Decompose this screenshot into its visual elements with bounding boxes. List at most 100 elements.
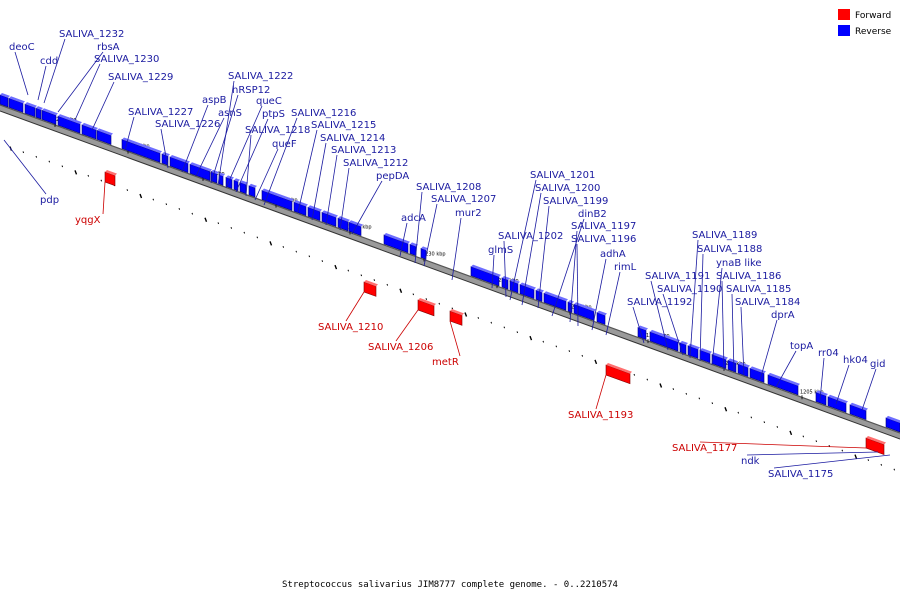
gene-block-reverse-top <box>249 183 257 188</box>
leader-line <box>699 253 704 362</box>
gene-block-reverse <box>501 277 509 290</box>
gene-block-reverse-top <box>471 264 501 277</box>
gene-block-reverse-top <box>262 188 294 202</box>
scale-dot <box>282 245 285 248</box>
leader-line <box>576 243 579 327</box>
scale-dot <box>529 335 533 341</box>
scale-dot <box>74 170 78 175</box>
scale-dot <box>867 459 870 462</box>
gene-label-pdp: pdp <box>40 195 59 206</box>
gene-label-saliva-1188: SALIVA_1188 <box>697 244 762 255</box>
leader-line <box>43 38 66 104</box>
scale-dot <box>633 373 636 376</box>
scale-dot <box>178 208 181 210</box>
scale-dot <box>737 411 740 414</box>
gene-label-saliva-1196: SALIVA_1196 <box>571 234 636 245</box>
leader-line <box>721 280 725 371</box>
leader-line <box>14 51 29 96</box>
gene-block-reverse-top <box>234 178 240 182</box>
gene-block-reverse-top <box>502 275 510 281</box>
gene-block-reverse-top <box>294 200 308 207</box>
gene-block-reverse-top <box>42 108 58 116</box>
gene-block-reverse-top <box>240 180 248 185</box>
gene-label-saliva-1207: SALIVA_1207 <box>431 194 496 205</box>
gene-block-reverse-top <box>322 210 338 218</box>
scale-dot <box>139 193 143 199</box>
gene-block-forward <box>417 299 435 317</box>
legend-forward-label: Forward <box>855 11 891 21</box>
gene-block-reverse-top <box>728 358 738 364</box>
leader-line <box>225 105 263 189</box>
legend-forward-swatch <box>838 9 850 20</box>
gene-label-saliva-1215: SALIVA_1215 <box>311 120 376 131</box>
leader-line <box>102 181 106 215</box>
scale-dot <box>373 279 376 281</box>
gene-block-reverse-top <box>700 348 712 354</box>
leader-line <box>711 267 723 366</box>
tick-label: 1205 kbp <box>800 389 824 395</box>
gene-block-reverse-top <box>816 390 828 397</box>
gene-label-saliva-1216: SALIVA_1216 <box>291 108 356 119</box>
gene-block-forward <box>104 171 116 187</box>
scale-dot <box>152 198 155 201</box>
scale-dot <box>308 255 311 258</box>
gene-block-reverse-top <box>638 325 648 331</box>
gene-block-reverse-top <box>349 220 363 227</box>
scale-dot <box>360 274 363 277</box>
scale-dot <box>191 212 194 215</box>
gene-block-reverse <box>420 248 427 260</box>
leader-line <box>509 179 537 301</box>
gene-label-saliva-1229: SALIVA_1229 <box>108 72 173 83</box>
leader-line <box>632 306 645 344</box>
gene-block-forward-top <box>418 298 436 306</box>
leader-line <box>591 258 607 331</box>
scale-dot <box>22 151 25 154</box>
scale-dot <box>386 283 389 286</box>
caption: Streptococcus salivarius JIM8777 complet… <box>282 580 618 590</box>
leader-line <box>414 191 423 264</box>
gene-label-saliva-1232: SALIVA_1232 <box>59 29 124 40</box>
gene-label-saliva-1177: SALIVA_1177 <box>672 443 737 454</box>
scale-dot <box>750 416 753 419</box>
gene-block-reverse <box>849 404 867 421</box>
scale-dot <box>35 155 38 158</box>
scale-dot <box>321 260 324 263</box>
scale-dot <box>425 298 428 300</box>
gene-block-reverse <box>24 103 36 118</box>
scale-dot <box>685 392 688 395</box>
tick-label: 1230 kbp <box>422 252 446 258</box>
gene-block-reverse-top <box>520 282 536 290</box>
gene-label-gid: gid <box>870 359 885 370</box>
gene-label-saliva-1218: SALIVA_1218 <box>245 125 310 136</box>
gene-label-saliva-1190: SALIVA_1190 <box>657 284 722 295</box>
gene-label-quec: queC <box>256 96 282 107</box>
gene-block-reverse-top <box>58 114 82 125</box>
gene-label-saliva-1214: SALIVA_1214 <box>320 133 385 144</box>
genome-axis <box>0 104 900 440</box>
gene-block-reverse-top <box>650 329 680 343</box>
leader-line <box>689 239 699 359</box>
gene-block-reverse-top <box>97 128 113 136</box>
scale-dot <box>87 174 90 177</box>
gene-block-reverse-top <box>544 291 568 302</box>
scale-dot <box>776 425 779 428</box>
leader-line <box>835 364 850 405</box>
gene-label-pepda: pepDA <box>376 171 409 182</box>
gene-block-reverse <box>519 284 535 300</box>
scale-dot <box>646 378 649 381</box>
gene-block-reverse <box>35 107 42 120</box>
scale-dot <box>516 331 519 334</box>
scale-dot <box>802 435 805 438</box>
gene-label-glms: glmS <box>488 245 513 256</box>
gene-label-riml: rimL <box>614 262 637 273</box>
gene-block-reverse-top <box>308 205 322 212</box>
gene-label-saliva-1185: SALIVA_1185 <box>726 284 791 295</box>
scale-dot <box>854 454 858 459</box>
gene-block-reverse-top <box>886 415 900 423</box>
gene-label-saliva-1226: SALIVA_1226 <box>155 119 220 130</box>
leader-line <box>57 51 104 113</box>
scale-dot <box>438 302 441 305</box>
gene-block-reverse-top <box>82 122 98 130</box>
gene-label-deoc: deoC <box>9 42 35 53</box>
